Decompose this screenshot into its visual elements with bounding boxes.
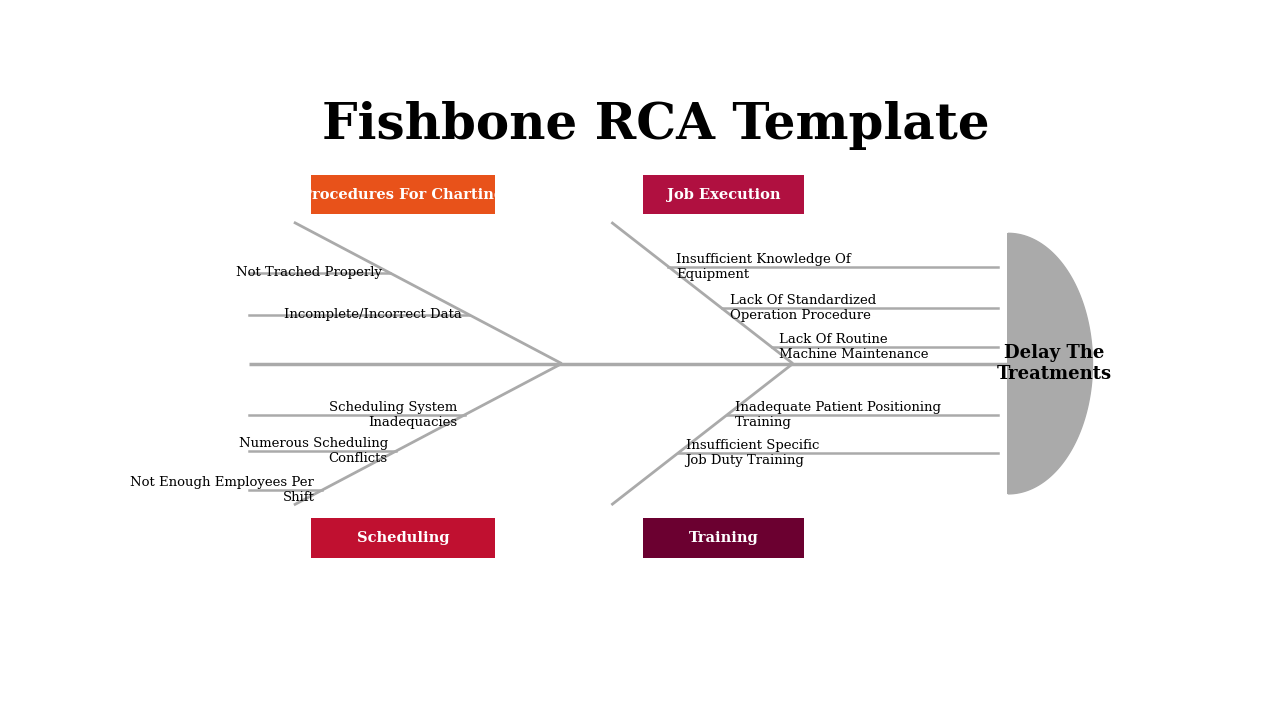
Text: Procedures For Charting: Procedures For Charting [302, 187, 504, 202]
Polygon shape [1009, 233, 1092, 494]
Text: Delay The
Treatments: Delay The Treatments [997, 344, 1112, 383]
Text: Inadequate Patient Positioning
Training: Inadequate Patient Positioning Training [735, 400, 941, 428]
Text: Not Trached Properly: Not Trached Properly [236, 266, 381, 279]
Text: Numerous Scheduling
Conflicts: Numerous Scheduling Conflicts [238, 437, 388, 465]
Text: Scheduling System
Inadequacies: Scheduling System Inadequacies [329, 400, 457, 428]
Text: Scheduling: Scheduling [357, 531, 449, 545]
Text: Insufficient Specific
Job Duty Training: Insufficient Specific Job Duty Training [686, 439, 819, 467]
FancyBboxPatch shape [643, 518, 804, 558]
FancyBboxPatch shape [311, 174, 495, 215]
Text: Training: Training [689, 531, 758, 545]
Text: Insufficient Knowledge Of
Equipment: Insufficient Knowledge Of Equipment [676, 253, 851, 281]
Text: Incomplete/Incorrect Data: Incomplete/Incorrect Data [283, 308, 461, 321]
Text: Lack Of Standardized
Operation Procedure: Lack Of Standardized Operation Procedure [730, 294, 876, 322]
FancyBboxPatch shape [643, 174, 804, 215]
Text: Fishbone RCA Template: Fishbone RCA Template [323, 101, 989, 150]
Text: Not Enough Employees Per
Shift: Not Enough Employees Per Shift [131, 476, 315, 504]
Text: Job Execution: Job Execution [667, 187, 781, 202]
Text: Lack Of Routine
Machine Maintenance: Lack Of Routine Machine Maintenance [780, 333, 929, 361]
FancyBboxPatch shape [311, 518, 495, 558]
